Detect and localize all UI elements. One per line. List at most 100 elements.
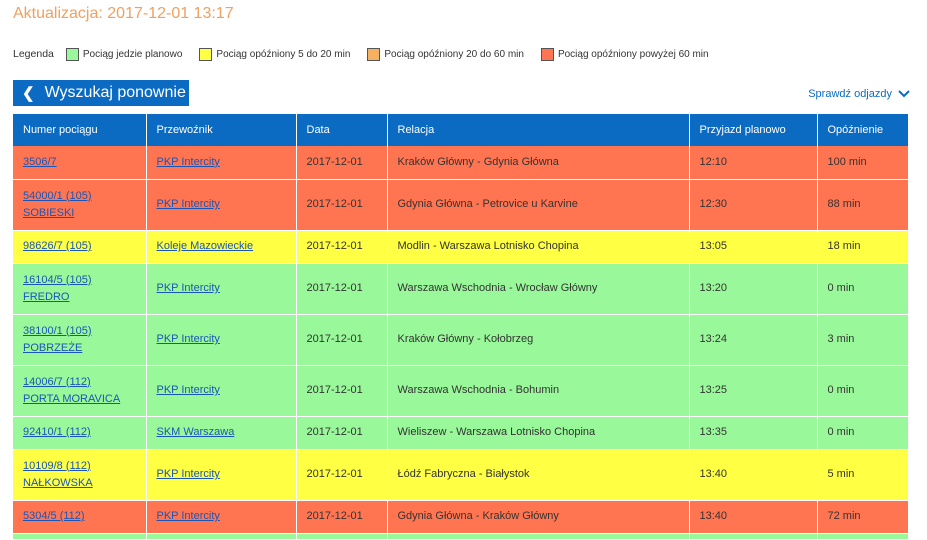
cell-delay: 0 min <box>817 263 909 315</box>
chevron-down-icon <box>898 90 910 98</box>
legend-item-on-time: Pociąg jedzie planowo <box>65 47 183 61</box>
legend-label: Pociąg opóźniony 5 do 20 min <box>216 48 351 60</box>
cell-route: Gdynia Główna - Kraków Główny <box>387 500 690 534</box>
train-number-link[interactable]: 10109/8 (112) <box>23 459 91 472</box>
table-row: 5304/5 (112) PKP Intercity 2017-12-01 Gdyni… <box>13 500 909 534</box>
cell-train-number: 54000/1 (105) SOBIESKI <box>13 179 147 231</box>
cell-train-number: 5304/5 (112) <box>13 500 147 534</box>
train-number-link[interactable]: 98626/7 (105) <box>23 240 92 252</box>
search-again-label: Wyszukaj ponownie <box>44 84 186 101</box>
train-name-link[interactable]: NAŁKOWSKA <box>23 476 93 489</box>
cell-arrival: 13:24 <box>689 314 818 366</box>
cell-carrier: PKP Intercity <box>146 500 297 534</box>
cell-delay: 3 min <box>817 314 909 366</box>
cell-route: Modlin - Warszawa Lotnisko Chopina <box>387 230 690 264</box>
cell-delay: 88 min <box>817 179 909 231</box>
table-row: 98626/7 (105) Koleje Mazowieckie 2017-12-0… <box>13 230 909 264</box>
cell-train-number: 14006/7 (112) PORTA MORAVICA <box>13 365 147 417</box>
train-number-link[interactable]: 3506/7 <box>23 155 57 168</box>
train-name-link[interactable]: PORTA MORAVICA <box>23 392 121 405</box>
cell-train-number: 92410/1 (112) <box>13 416 147 450</box>
header-date[interactable]: Data <box>296 114 388 146</box>
train-number-link[interactable]: 38100/1 (105) <box>23 324 92 337</box>
cell-train-number: 16104/5 (105) FREDRO <box>13 263 147 315</box>
cell-route: Łódź Fabryczna - Białystok <box>387 449 690 501</box>
cell-train-number: 38100/1 (105) POBRZEŻE <box>13 314 147 366</box>
cell-arrival: 13:05 <box>689 230 818 264</box>
cell-route: Wieliszew - Warszawa Lotnisko Chopina <box>387 416 690 450</box>
table-row: 92410/1 (112) SKM Warszawa 2017-12-01 Wieli… <box>13 416 909 450</box>
cell-delay: 18 min <box>817 230 909 264</box>
check-departures-label: Sprawdź odjazdy <box>808 88 892 100</box>
carrier-link[interactable]: PKP Intercity <box>156 155 220 168</box>
train-number-link[interactable]: 92410/1 (112) <box>23 426 91 438</box>
cell-train-number: 10109/8 (112) NAŁKOWSKA <box>13 449 147 501</box>
cell-delay: 0 min <box>817 365 909 417</box>
train-number-link[interactable]: 5304/5 (112) <box>23 510 85 522</box>
cell-date: 2017-12-01 <box>296 263 388 315</box>
table-row: 3506/7 PKP Intercity 2017-12-01 Kraków Głów… <box>13 146 909 180</box>
cell-route: Warszawa Wschodnia - Bohumin <box>387 365 690 417</box>
cell-date: 2017-12-01 <box>296 365 388 417</box>
carrier-link[interactable]: SKM Warszawa <box>156 426 235 438</box>
header-delay[interactable]: Opóźnienie <box>817 114 909 146</box>
cell-arrival: 12:30 <box>689 179 818 231</box>
table-header-row: Numer pociągu Przewoźnik Data Relacja Pr… <box>13 114 909 146</box>
cell-route: Kraków Główny - Gdynia Główna <box>387 146 690 180</box>
cell-arrival: 13:40 <box>689 449 818 501</box>
header-route[interactable]: Relacja <box>387 114 690 146</box>
table-row: 10109/8 (112) NAŁKOWSKA PKP Intercity 2017-… <box>13 449 909 501</box>
search-again-button[interactable]: ❮ Wyszukaj ponownie <box>13 80 189 106</box>
cell-carrier: PKP Intercity <box>146 146 297 180</box>
legend-swatch <box>199 47 213 61</box>
cell-arrival: 13:25 <box>689 365 818 417</box>
header-train-number[interactable]: Numer pociągu <box>13 114 147 146</box>
train-number-link[interactable]: 16104/5 (105) <box>23 273 92 286</box>
cell-delay: 0 min <box>817 416 909 450</box>
cell-arrival: 13:20 <box>689 263 818 315</box>
table-row: 16104/5 (105) FREDRO PKP Intercity 2017-12-… <box>13 263 909 315</box>
cell-route: Kraków Główny - Kołobrzeg <box>387 314 690 366</box>
check-departures-link[interactable]: Sprawdź odjazdy <box>808 88 910 100</box>
cell-date: 2017-12-01 <box>296 416 388 450</box>
departures-table: Numer pociągu Przewoźnik Data Relacja Pr… <box>13 114 909 540</box>
legend-item-delay-5-20: Pociąg opóźniony 5 do 20 min <box>199 47 351 61</box>
train-name-link[interactable]: SOBIESKI <box>23 206 75 219</box>
cell-train-number: 3506/7 <box>13 146 147 180</box>
cell-delay: 72 min <box>817 500 909 534</box>
cell-carrier: PKP Intercity <box>146 449 297 501</box>
cell-delay: 100 min <box>817 146 909 180</box>
chevron-left-icon: ❮ <box>22 85 35 102</box>
legend-label: Pociąg jedzie planowo <box>82 48 183 60</box>
carrier-link[interactable]: PKP Intercity <box>156 510 220 522</box>
train-number-link[interactable]: 54000/1 (105) <box>23 189 92 202</box>
cell-date: 2017-12-01 <box>296 314 388 366</box>
legend-swatch <box>540 47 554 61</box>
cell-carrier: PKP Intercity <box>146 314 297 366</box>
cell-delay: 5 min <box>817 449 909 501</box>
header-arrival[interactable]: Przyjazd planowo <box>689 114 818 146</box>
legend: Legenda Pociąg jedzie planowo Pociąg opó… <box>13 46 726 62</box>
legend-label: Pociąg opóźniony 20 do 60 min <box>384 48 524 60</box>
cell-route: Warszawa Wschodnia - Wrocław Główny <box>387 263 690 315</box>
cell-carrier: Koleje Mazowieckie <box>146 230 297 264</box>
cell-carrier: PKP Intercity <box>146 179 297 231</box>
legend-item-delay-over-60: Pociąg opóźniony powyżej 60 min <box>540 47 709 61</box>
cell-carrier: PKP Intercity <box>146 365 297 417</box>
carrier-link[interactable]: PKP Intercity <box>156 333 220 345</box>
cell-route: Gdynia Główna - Petrovice u Karvine <box>387 179 690 231</box>
cell-carrier: SKM Warszawa <box>146 416 297 450</box>
carrier-link[interactable]: PKP Intercity <box>156 468 220 480</box>
train-name-link[interactable]: POBRZEŻE <box>23 341 83 354</box>
cell-date: 2017-12-01 <box>296 230 388 264</box>
legend-swatch <box>367 47 381 61</box>
train-name-link[interactable]: FREDRO <box>23 290 70 303</box>
table-row: 14006/7 (112) PORTA MORAVICA PKP Intercity… <box>13 365 909 417</box>
train-number-link[interactable]: 14006/7 (112) <box>23 375 91 388</box>
carrier-link[interactable]: PKP Intercity <box>156 282 220 294</box>
carrier-link[interactable]: PKP Intercity <box>156 384 220 396</box>
carrier-link[interactable]: PKP Intercity <box>156 198 220 210</box>
carrier-link[interactable]: Koleje Mazowieckie <box>156 240 254 252</box>
cell-date: 2017-12-01 <box>296 146 388 180</box>
header-carrier[interactable]: Przewoźnik <box>146 114 297 146</box>
